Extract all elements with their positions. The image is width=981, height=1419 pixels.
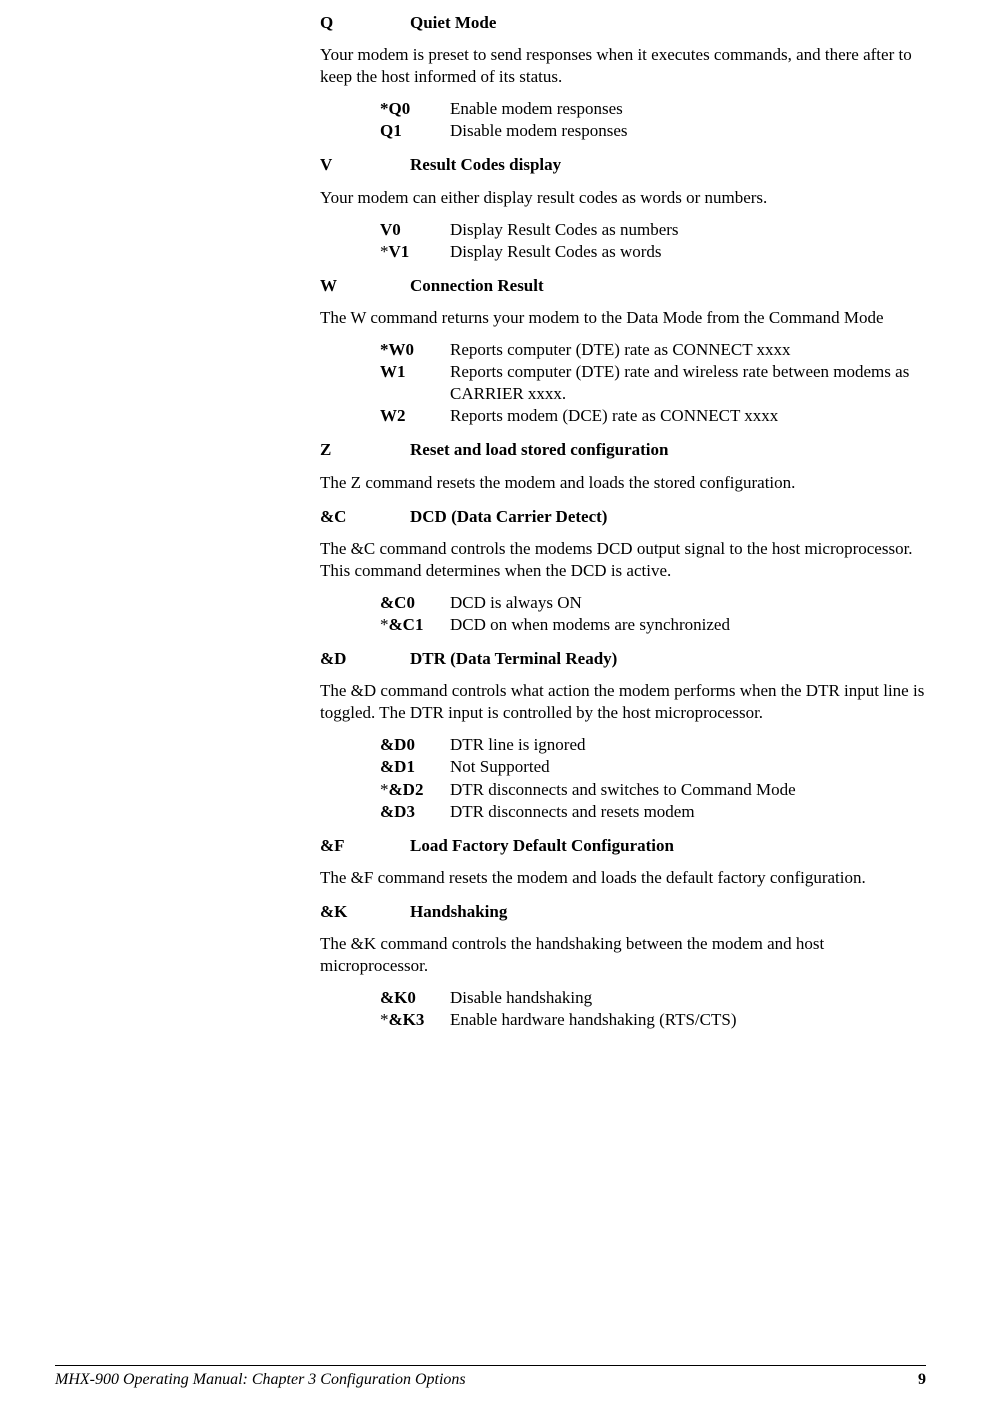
section-header-ak: &K Handshaking (320, 901, 926, 923)
option-row: &K0 Disable handshaking (380, 987, 926, 1009)
cmd-key: Q (320, 12, 410, 34)
cmd-key: &D (320, 648, 410, 670)
footer-text: MHX-900 Operating Manual: Chapter 3 Conf… (55, 1370, 466, 1391)
option-row: *&C1 DCD on when modems are synchronized (380, 614, 926, 636)
page-footer: MHX-900 Operating Manual: Chapter 3 Conf… (55, 1365, 926, 1391)
option-key: &D1 (380, 756, 450, 778)
option-key: *&D2 (380, 779, 450, 801)
section-header-ac: &C DCD (Data Carrier Detect) (320, 506, 926, 528)
footer-page-number: 9 (918, 1370, 926, 1391)
option-value: Enable hardware handshaking (RTS/CTS) (450, 1009, 926, 1031)
option-row: W1 Reports computer (DTE) rate and wirel… (380, 361, 926, 405)
cmd-desc: Your modem is preset to send responses w… (320, 44, 926, 88)
option-value: DTR disconnects and resets modem (450, 801, 926, 823)
option-row: V0 Display Result Codes as numbers (380, 219, 926, 241)
option-value: Reports computer (DTE) rate as CONNECT x… (450, 339, 926, 361)
option-value: Reports modem (DCE) rate as CONNECT xxxx (450, 405, 926, 427)
cmd-key: &K (320, 901, 410, 923)
option-value: DTR disconnects and switches to Command … (450, 779, 926, 801)
cmd-desc: Your modem can either display result cod… (320, 187, 926, 209)
cmd-options-ac: &C0 DCD is always ON *&C1 DCD on when mo… (380, 592, 926, 636)
option-row: &C0 DCD is always ON (380, 592, 926, 614)
option-value: Disable modem responses (450, 120, 926, 142)
option-row: Q1 Disable modem responses (380, 120, 926, 142)
cmd-desc: The &C command controls the modems DCD o… (320, 538, 926, 582)
option-key: &C0 (380, 592, 450, 614)
cmd-title: DCD (Data Carrier Detect) (410, 506, 607, 528)
option-value: Not Supported (450, 756, 926, 778)
option-key-text: &K3 (389, 1010, 425, 1029)
cmd-desc: The &F command resets the modem and load… (320, 867, 926, 889)
option-value: Disable handshaking (450, 987, 926, 1009)
cmd-title: DTR (Data Terminal Ready) (410, 648, 617, 670)
cmd-desc: The W command returns your modem to the … (320, 307, 926, 329)
option-value: DCD on when modems are synchronized (450, 614, 926, 636)
cmd-options-v: V0 Display Result Codes as numbers *V1 D… (380, 219, 926, 263)
option-value: Enable modem responses (450, 98, 926, 120)
option-row: W2 Reports modem (DCE) rate as CONNECT x… (380, 405, 926, 427)
option-key: *Q0 (380, 98, 450, 120)
option-row: *Q0 Enable modem responses (380, 98, 926, 120)
option-value: Display Result Codes as words (450, 241, 926, 263)
option-key: W2 (380, 405, 450, 427)
option-key: *&K3 (380, 1009, 450, 1031)
option-row: *&K3 Enable hardware handshaking (RTS/CT… (380, 1009, 926, 1031)
cmd-options-ad: &D0 DTR line is ignored &D1 Not Supporte… (380, 734, 926, 822)
option-row: *&D2 DTR disconnects and switches to Com… (380, 779, 926, 801)
cmd-key: &C (320, 506, 410, 528)
cmd-desc: The Z command resets the modem and loads… (320, 472, 926, 494)
section-header-w: W Connection Result (320, 275, 926, 297)
cmd-options-ak: &K0 Disable handshaking *&K3 Enable hard… (380, 987, 926, 1031)
cmd-title: Load Factory Default Configuration (410, 835, 674, 857)
option-row: &D0 DTR line is ignored (380, 734, 926, 756)
cmd-key: Z (320, 439, 410, 461)
option-key: W1 (380, 361, 450, 405)
option-key: *W0 (380, 339, 450, 361)
cmd-key: W (320, 275, 410, 297)
option-value: DCD is always ON (450, 592, 926, 614)
cmd-title: Handshaking (410, 901, 507, 923)
option-key: Q1 (380, 120, 450, 142)
section-header-af: &F Load Factory Default Configuration (320, 835, 926, 857)
option-key: &D3 (380, 801, 450, 823)
option-row: &D3 DTR disconnects and resets modem (380, 801, 926, 823)
option-value: Display Result Codes as numbers (450, 219, 926, 241)
cmd-title: Result Codes display (410, 154, 561, 176)
option-key: &D0 (380, 734, 450, 756)
option-value: Reports computer (DTE) rate and wireless… (450, 361, 926, 405)
cmd-options-q: *Q0 Enable modem responses Q1 Disable mo… (380, 98, 926, 142)
option-value: DTR line is ignored (450, 734, 926, 756)
cmd-title: Quiet Mode (410, 12, 496, 34)
section-header-ad: &D DTR (Data Terminal Ready) (320, 648, 926, 670)
option-key: *&C1 (380, 614, 450, 636)
cmd-key: V (320, 154, 410, 176)
option-row: &D1 Not Supported (380, 756, 926, 778)
section-header-v: V Result Codes display (320, 154, 926, 176)
option-key-text: &C1 (389, 615, 424, 634)
option-key: V0 (380, 219, 450, 241)
option-row: *W0 Reports computer (DTE) rate as CONNE… (380, 339, 926, 361)
cmd-options-w: *W0 Reports computer (DTE) rate as CONNE… (380, 339, 926, 427)
option-key: *V1 (380, 241, 450, 263)
page-content: Q Quiet Mode Your modem is preset to sen… (0, 12, 981, 1352)
cmd-title: Connection Result (410, 275, 544, 297)
section-header-q: Q Quiet Mode (320, 12, 926, 34)
cmd-desc: The &D command controls what action the … (320, 680, 926, 724)
option-key-text: &D2 (389, 780, 424, 799)
option-key: &K0 (380, 987, 450, 1009)
cmd-key: &F (320, 835, 410, 857)
option-key-text: V1 (389, 242, 410, 261)
option-row: *V1 Display Result Codes as words (380, 241, 926, 263)
section-header-z: Z Reset and load stored configuration (320, 439, 926, 461)
cmd-desc: The &K command controls the handshaking … (320, 933, 926, 977)
cmd-title: Reset and load stored configuration (410, 439, 668, 461)
